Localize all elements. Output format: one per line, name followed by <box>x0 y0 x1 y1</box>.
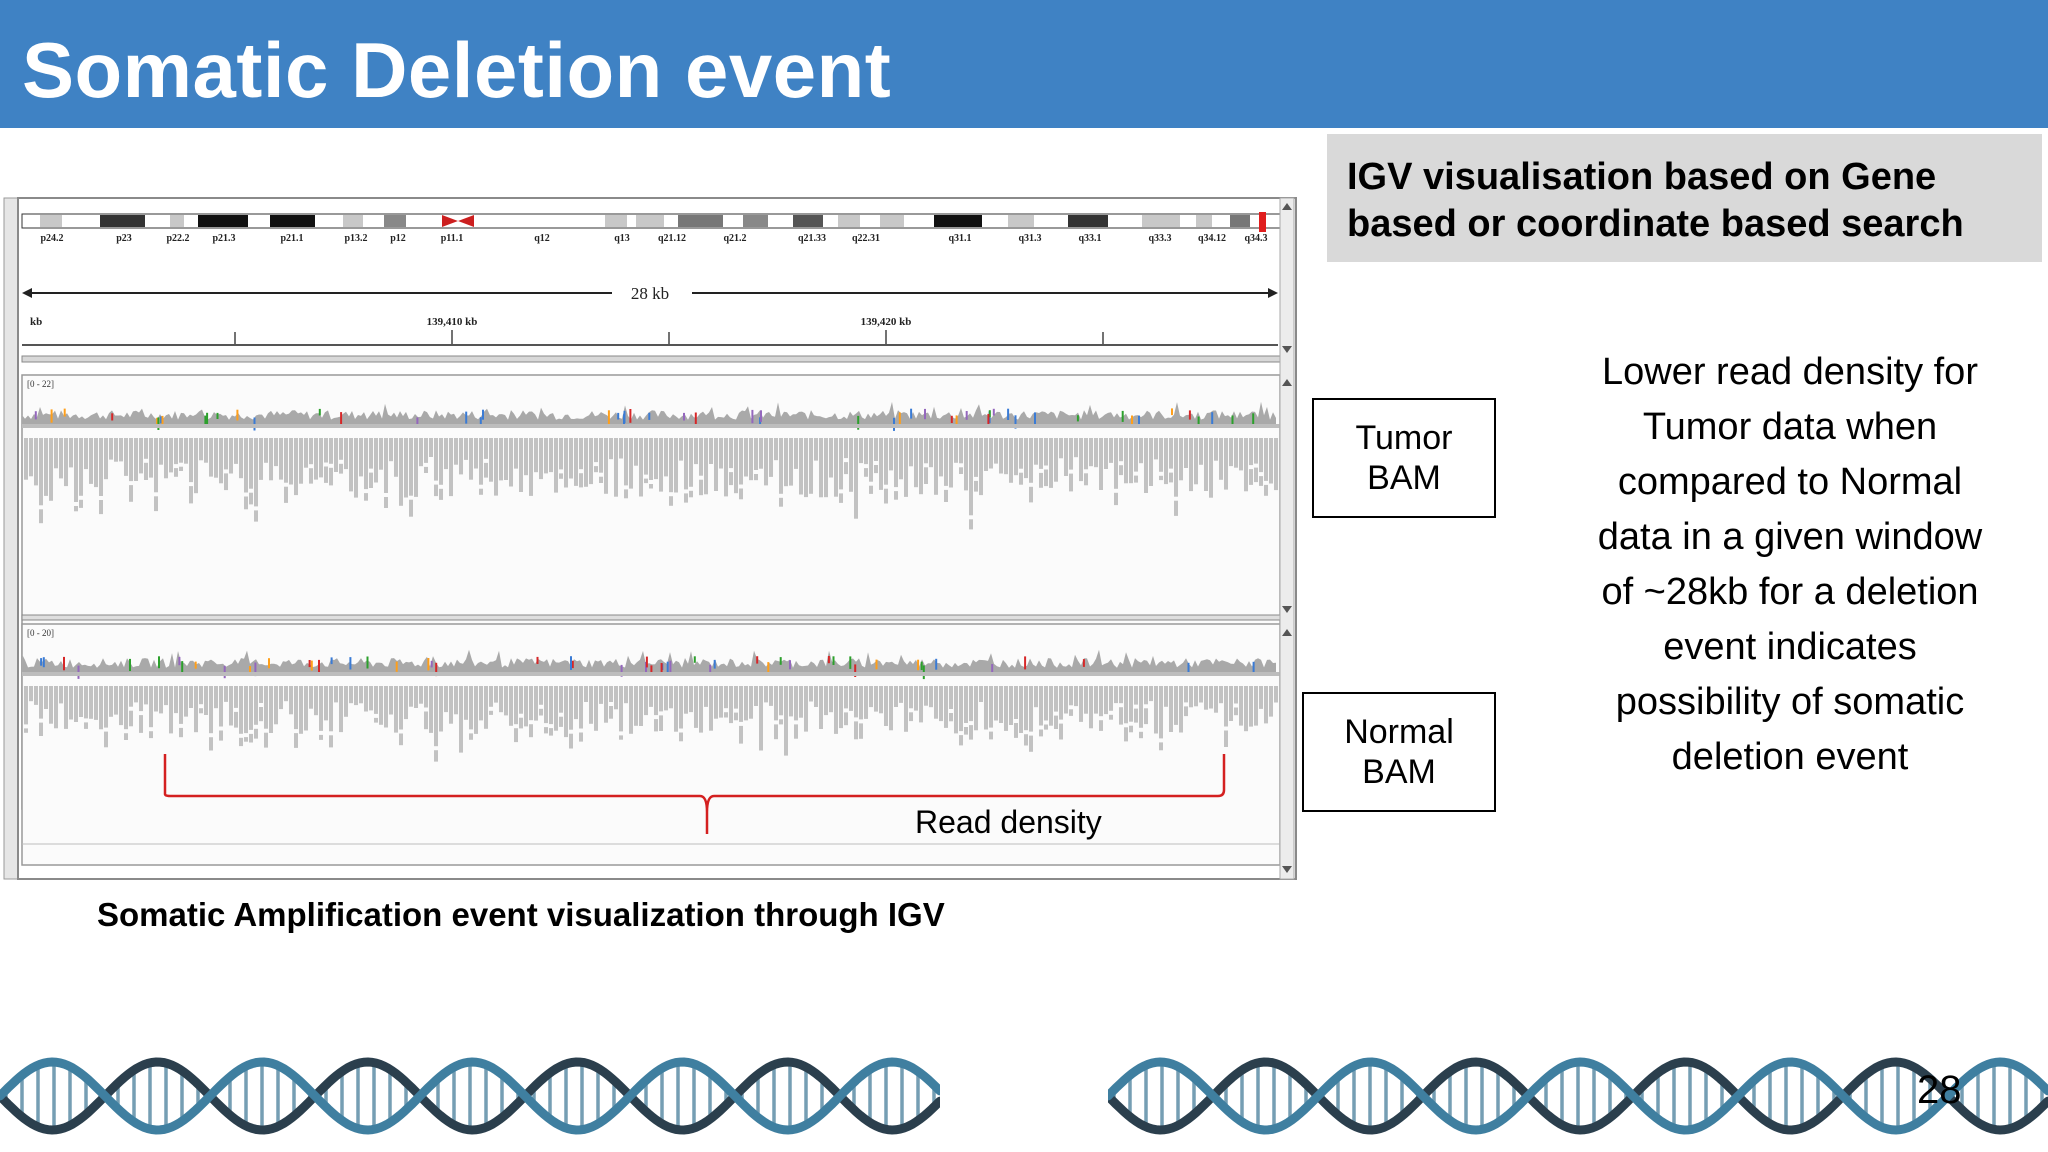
band-label: p12 <box>390 233 406 244</box>
tumor-range-label: [0 - 22] <box>27 379 54 389</box>
normal-reads-track <box>24 686 1278 762</box>
ruler-label-right: 139,420 kb <box>861 316 912 328</box>
explanation-text: Lower read density for Tumor data when c… <box>1560 345 2020 785</box>
band-labels: p24.2 p23 p22.2 p21.3 p21.1 p13.2 p12 p11.1 q12 q… <box>40 233 1267 244</box>
band-label: q22.31 <box>852 233 880 244</box>
band-label: q21.2 <box>723 233 746 244</box>
tumor-label-line1: Tumor <box>1355 419 1453 457</box>
centromere-icon <box>442 215 474 227</box>
tumor-label-line2: BAM <box>1367 459 1441 497</box>
normal-range-label: [0 - 20] <box>27 628 54 638</box>
dna-helix-icon <box>0 1057 940 1135</box>
band-label: q13 <box>614 233 630 244</box>
band-label: p22.2 <box>166 233 189 244</box>
explanation-line: Tumor data when <box>1642 406 1938 448</box>
explanation-line: event indicates <box>1663 626 1917 668</box>
side-heading-box: IGV visualisation based on Gene based or… <box>1327 134 2042 262</box>
band-label: q34.12 <box>1198 233 1226 244</box>
slide-title: Somatic Deletion event <box>22 26 892 114</box>
scroll-down-arrow-icon[interactable] <box>1282 866 1292 873</box>
band-label: q31.1 <box>948 233 971 244</box>
tumor-coverage-track <box>22 401 1280 431</box>
band-label: q31.3 <box>1018 233 1041 244</box>
read-density-bracket <box>163 754 1226 834</box>
explanation-line: deletion event <box>1671 736 1909 778</box>
scroll-up-arrow-icon[interactable] <box>1282 379 1292 386</box>
explanation-line: Lower read density for <box>1602 351 1978 393</box>
band-label: q21.33 <box>798 233 826 244</box>
explanation-line: possibility of somatic <box>1615 681 1965 723</box>
ruler-label-start: kb <box>30 316 42 328</box>
band-label: p24.2 <box>40 233 63 244</box>
scroll-down-arrow-icon[interactable] <box>1282 346 1292 353</box>
tumor-reads-track <box>24 438 1278 530</box>
band-label: p13.2 <box>344 233 367 244</box>
dna-helix-icon <box>1108 1057 2048 1135</box>
page-number: 28 <box>1917 1068 1962 1112</box>
band-label: p23 <box>116 233 132 244</box>
title-bar: Somatic Deletion event <box>0 0 2048 128</box>
figure-caption: Somatic Amplification event visualizatio… <box>97 896 945 933</box>
span-label: 28 kb <box>631 284 669 303</box>
ruler-label-mid: 139,410 kb <box>427 316 478 328</box>
scroll-up-arrow-icon[interactable] <box>1282 203 1292 210</box>
scroll-down-arrow-icon[interactable] <box>1282 606 1292 613</box>
normal-label-line1: Normal <box>1344 713 1454 751</box>
normal-bam-label-box: Normal BAM <box>1302 692 1496 812</box>
normal-label-line2: BAM <box>1362 753 1436 791</box>
side-heading: IGV visualisation based on Gene based or… <box>1347 156 1964 245</box>
igv-screenshot: p24.2 p23 p22.2 p21.3 p21.1 p13.2 p12 p11.1 q12 q… <box>0 192 1300 882</box>
band-label: q33.3 <box>1148 233 1171 244</box>
band-label: q34.3 <box>1244 233 1267 244</box>
explanation-line: compared to Normal <box>1617 461 1963 503</box>
scroll-up-arrow-icon[interactable] <box>1282 629 1292 636</box>
band-label: p21.3 <box>212 233 235 244</box>
chromosome-ideogram <box>21 213 1281 229</box>
explanation-line: of ~28kb for a deletion <box>1601 571 1979 613</box>
read-density-label: Read density <box>915 804 1102 840</box>
tumor-bam-label-box: Tumor BAM <box>1312 398 1496 518</box>
normal-coverage-track <box>22 649 1280 680</box>
band-label: p21.1 <box>280 233 303 244</box>
explanation-line: data in a given window <box>1597 516 1983 558</box>
band-label: q21.12 <box>658 233 686 244</box>
band-label: p11.1 <box>441 233 464 244</box>
band-label: q33.1 <box>1078 233 1101 244</box>
band-label: q12 <box>534 233 550 244</box>
